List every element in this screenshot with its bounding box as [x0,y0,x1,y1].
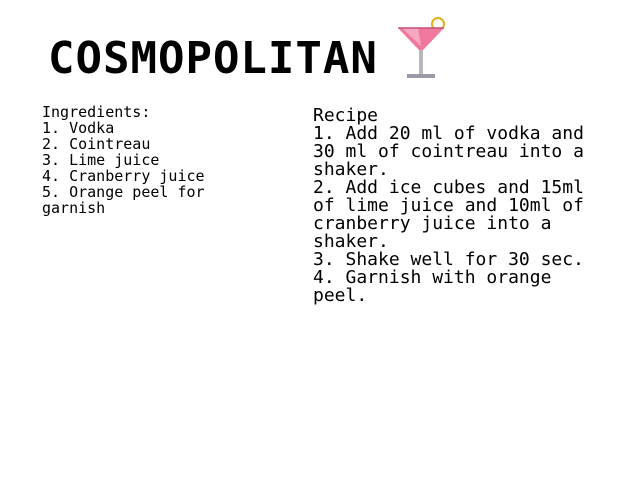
ingredient-item: 1. Vodka [42,119,115,137]
recipe-step: 1. Add 20 ml of vodka and 30 ml of coint… [313,123,595,180]
ingredients-heading: Ingredients: [42,103,151,121]
ingredient-item: 4. Cranberry juice [42,167,205,185]
recipe-section: Recipe 1. Add 20 ml of vodka and 30 ml o… [313,107,613,305]
ingredient-item: 3. Lime juice [42,151,160,169]
cocktail-glass-icon [398,17,445,78]
ingredient-item: 2. Cointreau [42,135,151,153]
recipe-step: 2. Add ice cubes and 15ml of lime juice … [313,177,595,252]
recipe-heading: Recipe [313,105,379,126]
ingredients-section: Ingredients: 1. Vodka 2. Cointreau 3. Li… [42,104,262,216]
recipe-step: 4. Garnish with orange peel. [313,267,563,306]
page-title: COSMOPOLITAN [48,33,378,84]
recipe-step: 3. Shake well for 30 sec. [313,249,584,270]
ingredient-item: 5. Orange peel for garnish [42,183,214,217]
